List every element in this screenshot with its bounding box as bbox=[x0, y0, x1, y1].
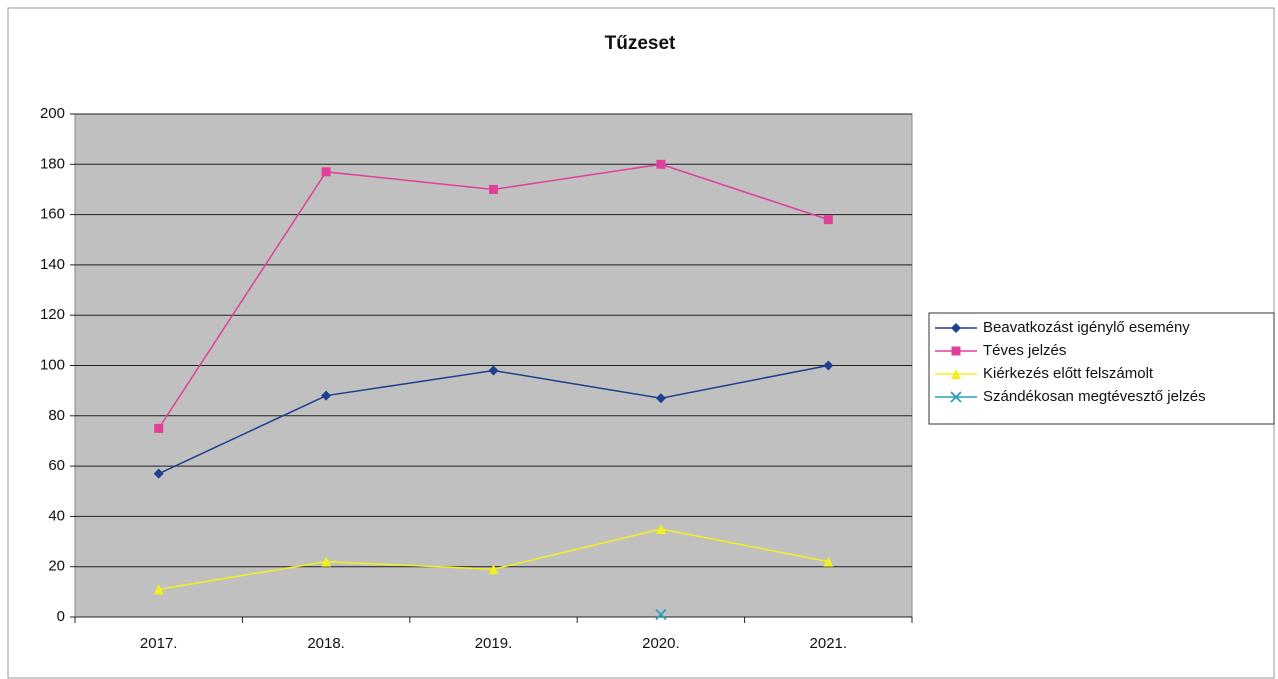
data-point bbox=[154, 423, 164, 433]
legend-label: Kiérkezés előtt felszámolt bbox=[983, 365, 1154, 382]
y-tick-label: 0 bbox=[57, 608, 65, 625]
data-point bbox=[488, 365, 499, 376]
y-tick-label: 20 bbox=[48, 558, 65, 575]
legend-label: Beavatkozást igénylő esemény bbox=[983, 319, 1190, 336]
legend-marker bbox=[951, 346, 961, 356]
legend-marker bbox=[951, 369, 961, 379]
data-point bbox=[656, 159, 666, 169]
data-point bbox=[655, 393, 666, 404]
x-tick-label: 2021. bbox=[810, 635, 848, 652]
y-tick-label: 120 bbox=[40, 306, 65, 323]
data-point bbox=[321, 167, 331, 177]
data-point bbox=[153, 584, 164, 595]
data-point bbox=[153, 468, 164, 479]
legend-box bbox=[928, 312, 1275, 425]
legend-label: Téves jelzés bbox=[983, 342, 1066, 359]
y-tick-label: 180 bbox=[40, 155, 65, 172]
data-point bbox=[823, 556, 834, 567]
y-tick-label: 100 bbox=[40, 356, 65, 373]
y-tick-label: 80 bbox=[48, 407, 65, 424]
legend-marker bbox=[950, 391, 962, 403]
y-tick-label: 200 bbox=[40, 105, 65, 122]
x-tick-label: 2019. bbox=[475, 635, 513, 652]
chart-title: Tűzeset bbox=[605, 33, 676, 54]
y-tick-label: 140 bbox=[40, 256, 65, 273]
x-tick-label: 2017. bbox=[140, 635, 178, 652]
y-tick-label: 60 bbox=[48, 457, 65, 474]
data-point bbox=[655, 523, 666, 534]
y-tick-label: 40 bbox=[48, 507, 65, 524]
data-point bbox=[321, 390, 332, 401]
x-tick-label: 2020. bbox=[642, 635, 680, 652]
y-tick-label: 160 bbox=[40, 206, 65, 223]
data-point bbox=[823, 360, 834, 371]
data-point bbox=[489, 184, 498, 194]
legend-marker bbox=[951, 323, 961, 333]
x-tick-label: 2018. bbox=[307, 635, 345, 652]
legend-label: Szándékosan megtévesztő jelzés bbox=[983, 388, 1206, 405]
data-point bbox=[655, 608, 667, 621]
data-point bbox=[823, 215, 833, 225]
data-point bbox=[321, 556, 332, 567]
data-point bbox=[488, 564, 499, 575]
